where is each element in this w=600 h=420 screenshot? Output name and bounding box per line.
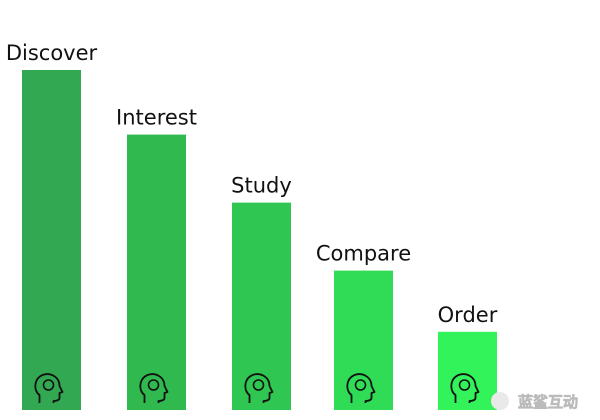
watermark: 蓝鲨互动 [491,392,578,411]
icon-symbol [252,379,265,391]
watermark-text: 蓝鲨互动 [518,393,578,411]
icon-head [244,373,274,403]
bar [438,331,497,410]
watermark-icon [491,392,509,410]
bar [127,134,186,410]
bar-label: Interest [116,106,197,130]
bar-label: Discover [6,41,98,65]
icon-symbol [147,379,160,391]
bar-icon [139,373,169,403]
bar [232,202,291,410]
bar-label: Study [231,174,292,198]
bar-icon [346,373,376,403]
icon-head [139,373,169,403]
bar-icon [450,373,480,403]
bar-icon [244,373,274,403]
icon-symbol [42,379,55,391]
bar-label: Compare [316,242,411,266]
icon-symbol [354,379,367,391]
icon-symbol [458,379,471,391]
bar-label: Order [438,303,498,327]
bar-icon [34,373,64,403]
bar [22,70,81,410]
bar [334,270,393,410]
icon-head [346,373,376,403]
icon-head [34,373,64,403]
icon-head [450,373,480,403]
